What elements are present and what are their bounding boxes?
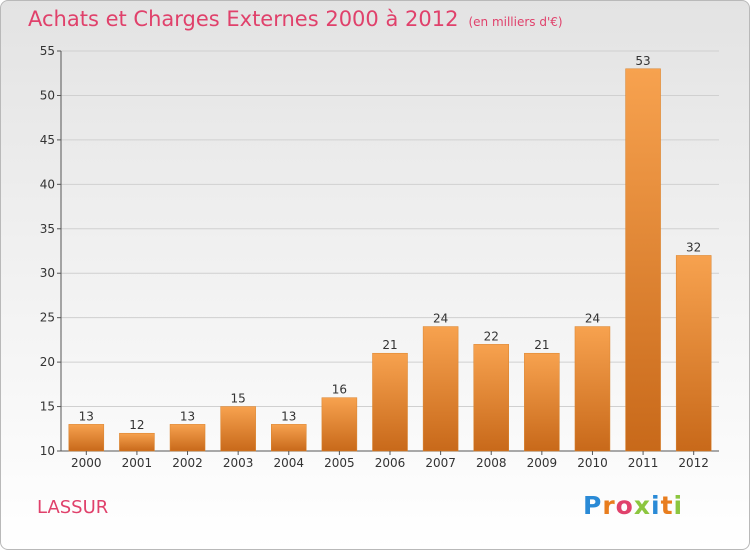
y-tick-label: 35	[40, 222, 55, 236]
y-tick-label: 10	[40, 444, 55, 458]
y-tick-label: 15	[40, 400, 55, 414]
bar	[372, 352, 408, 452]
bar	[220, 406, 256, 452]
bar	[473, 344, 509, 452]
data-label: 13	[79, 409, 94, 423]
y-tick-label: 25	[40, 311, 55, 325]
logo-letter: x	[633, 491, 651, 520]
data-label: 13	[180, 409, 195, 423]
commune-name: LASSUR	[37, 497, 109, 518]
data-label: 24	[433, 312, 448, 326]
x-tick-label: 2011	[628, 456, 659, 470]
data-label: 32	[686, 240, 701, 254]
y-tick-label: 40	[40, 177, 55, 191]
bar	[119, 432, 155, 452]
x-tick-label: 2010	[577, 456, 608, 470]
data-label: 53	[635, 54, 650, 68]
data-label: 16	[332, 383, 347, 397]
bar	[675, 255, 712, 452]
bar	[574, 326, 611, 452]
x-tick-label: 2006	[375, 456, 406, 470]
chart-title: Achats et Charges Externes 2000 à 2012 (e…	[28, 7, 563, 31]
x-tick-label: 2009	[527, 456, 558, 470]
data-label: 21	[534, 338, 549, 352]
y-tick-label: 45	[40, 133, 55, 147]
data-label: 22	[484, 329, 499, 343]
data-label: 15	[231, 392, 246, 406]
logo-letter: o	[615, 491, 634, 520]
bar	[68, 424, 105, 452]
data-label: 21	[382, 338, 397, 352]
x-tick-label: 2001	[122, 456, 153, 470]
x-tick-label: 2000	[71, 456, 102, 470]
logo-letter: r	[602, 491, 616, 520]
y-tick-label: 30	[40, 266, 55, 280]
chart-title-text: Achats et Charges Externes 2000 à 2012	[28, 7, 459, 31]
y-tick-label: 50	[40, 88, 55, 102]
logo-letter: i	[651, 491, 661, 520]
logo-letter: t	[660, 491, 674, 520]
logo-letter: P	[583, 491, 603, 520]
y-tick-label: 55	[40, 44, 55, 58]
logo-letter: i	[673, 491, 684, 520]
bar	[422, 326, 459, 452]
bar	[169, 424, 206, 452]
data-label: 12	[129, 418, 144, 432]
proxiti-logo: Proxiti	[583, 491, 683, 520]
x-tick-label: 2004	[273, 456, 304, 470]
x-tick-label: 2008	[476, 456, 507, 470]
x-tick-label: 2003	[223, 456, 254, 470]
x-tick-label: 2005	[324, 456, 355, 470]
bar	[321, 397, 358, 452]
bar	[271, 424, 307, 452]
x-tick-label: 2012	[678, 456, 709, 470]
x-tick-label: 2002	[172, 456, 203, 470]
chart-unit-note: (en milliers d'€)	[468, 15, 563, 29]
data-label: 13	[281, 409, 296, 423]
bar	[524, 352, 560, 452]
data-label: 24	[585, 312, 600, 326]
bar	[625, 68, 661, 452]
x-tick-label: 2007	[425, 456, 456, 470]
y-tick-label: 20	[40, 355, 55, 369]
